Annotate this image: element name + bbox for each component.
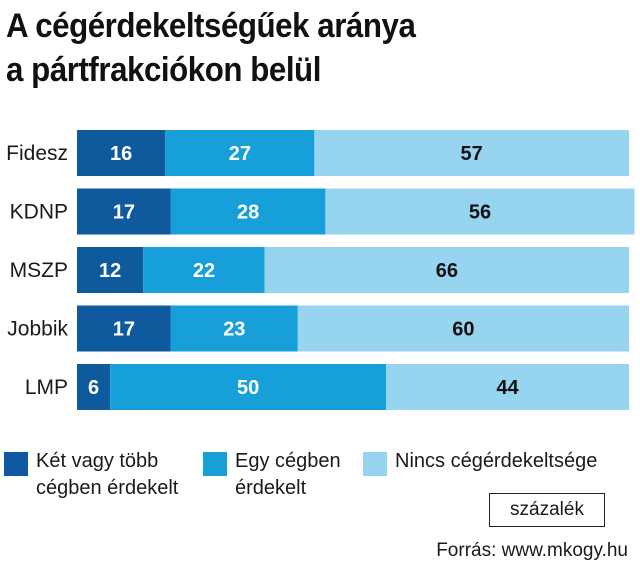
value-label-mszp-series-3: 66 [436, 260, 458, 282]
legend-swatch-ket-vagy-tobb [4, 452, 28, 476]
category-label-mszp: MSZP [10, 259, 68, 282]
value-label-fidesz-series-1: 16 [110, 143, 132, 165]
bar-kdnp-series-1 [77, 188, 171, 235]
value-label-kdnp-series-2: 28 [237, 202, 259, 224]
bar-mszp-series-2 [143, 247, 265, 293]
bar-lmp-series-1 [77, 364, 111, 410]
bar-fidesz-series-1 [77, 130, 166, 176]
bar-kdnp-series-3 [325, 188, 635, 235]
value-label-fidesz-series-3: 57 [461, 143, 483, 165]
chart-title-line-2: a pártfrakciókon belül [6, 51, 321, 89]
category-label-kdnp: KDNP [10, 201, 68, 224]
value-label-kdnp-series-3: 56 [469, 202, 491, 224]
legend-label-egy-cegben: Egy cégben érdekelt [235, 450, 341, 499]
legend-swatch-egy-cegben [203, 452, 227, 476]
chart-legend: Két vagy több cégben érdekelt Egy cégben… [0, 448, 640, 508]
value-label-jobbik-series-1: 17 [113, 319, 135, 341]
source-note: Forrás: www.mkogy.hu [436, 540, 628, 561]
bar-lmp-series-2 [110, 364, 387, 410]
bar-mszp-series-1 [77, 247, 144, 293]
value-label-kdnp-series-1: 17 [113, 202, 135, 224]
value-label-mszp-series-1: 12 [99, 260, 121, 282]
bar-mszp-series-3 [264, 247, 629, 293]
category-label-lmp: LMP [25, 376, 68, 399]
bar-jobbik-series-1 [77, 305, 171, 352]
legend-item-nincs: Nincs cégérdekeltsége [363, 448, 597, 476]
value-label-mszp-series-2: 22 [193, 260, 215, 282]
chart-title: A cégérdekeltségűek aránya a pártfrakció… [6, 4, 576, 92]
bar-fidesz-series-2 [165, 130, 315, 176]
unit-label: százalék [489, 493, 605, 527]
legend-label-nincs: Nincs cégérdekeltsége [395, 450, 598, 472]
bar-jobbik-series-2 [170, 305, 298, 352]
category-label-jobbik: Jobbik [7, 318, 68, 341]
value-label-fidesz-series-2: 27 [229, 143, 251, 165]
chart-title-line-1: A cégérdekeltségűek aránya [6, 7, 416, 45]
value-label-jobbik-series-2: 23 [223, 319, 245, 341]
bar-fidesz-series-3 [314, 130, 629, 176]
value-label-lmp-series-1: 6 [88, 377, 99, 399]
legend-swatch-nincs [363, 452, 387, 476]
legend-item-egy-cegben: Egy cégben érdekelt [203, 448, 341, 502]
category-label-fidesz: Fidesz [6, 142, 68, 165]
legend-label-ket-vagy-tobb: Két vagy több cégben érdekelt [36, 450, 179, 499]
value-label-lmp-series-3: 44 [496, 377, 519, 399]
value-label-lmp-series-2: 50 [237, 377, 259, 399]
bar-lmp-series-3 [386, 364, 629, 410]
value-label-jobbik-series-3: 60 [452, 319, 474, 341]
bar-jobbik-series-3 [297, 305, 629, 352]
bar-kdnp-series-2 [170, 188, 326, 235]
legend-item-ket-vagy-tobb: Két vagy több cégben érdekelt [4, 448, 178, 502]
